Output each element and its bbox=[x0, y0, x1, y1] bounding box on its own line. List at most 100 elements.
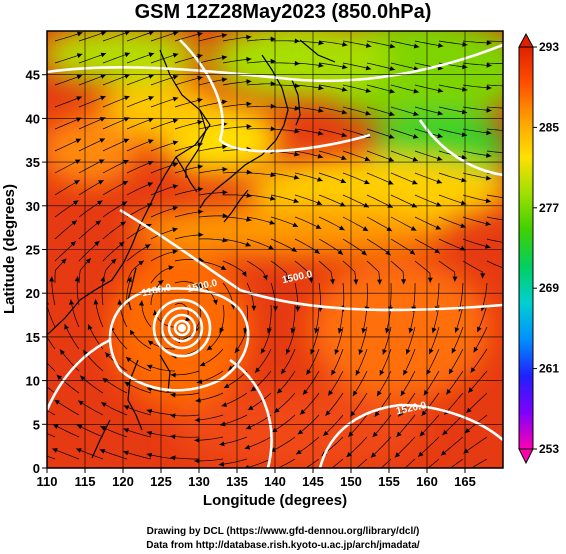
cyclone-center bbox=[178, 324, 186, 332]
streamline-arrow bbox=[146, 430, 153, 436]
streamline bbox=[486, 128, 503, 131]
streamline-arrow bbox=[442, 429, 448, 436]
streamline-arrow bbox=[285, 276, 291, 282]
streamline-arrow bbox=[250, 386, 257, 392]
streamline-arrow bbox=[382, 349, 387, 355]
streamline-arrow bbox=[172, 162, 179, 168]
streamline-arrow bbox=[172, 52, 179, 58]
streamline-arrow bbox=[486, 62, 492, 68]
colorbar-bottom-arrow bbox=[518, 448, 534, 465]
y-tick-label: 25 bbox=[26, 243, 40, 258]
height-contours bbox=[47, 39, 503, 468]
streamline-arrow bbox=[212, 299, 218, 305]
streamline-arrow bbox=[294, 83, 300, 89]
credit-drawing: Drawing by DCL (https://www.gfd-dennou.o… bbox=[146, 526, 420, 537]
streamline-arrow bbox=[364, 156, 371, 162]
streamline-arrow bbox=[220, 421, 226, 427]
streamline-arrow bbox=[53, 424, 59, 429]
streamline-arrow bbox=[318, 40, 324, 46]
streamline-arrow bbox=[172, 227, 178, 233]
streamline-arrow bbox=[77, 31, 83, 37]
streamline-arrow bbox=[234, 347, 240, 353]
y-tick-label: 40 bbox=[26, 111, 40, 126]
streamline-arrow bbox=[244, 464, 249, 468]
streamline-arrow bbox=[194, 437, 200, 443]
streamline-arrow bbox=[170, 434, 176, 440]
streamline-arrow bbox=[413, 111, 419, 117]
streamline-arrow bbox=[316, 200, 323, 205]
streamline-arrow bbox=[221, 77, 228, 83]
streamline-arrow bbox=[334, 349, 340, 355]
streamline-arrow bbox=[486, 130, 492, 136]
y-tick-label: 5 bbox=[33, 417, 40, 432]
streamline-arrow bbox=[296, 449, 302, 455]
streamline bbox=[380, 458, 392, 468]
streamline-arrow bbox=[138, 300, 144, 306]
streamline-arrow bbox=[148, 340, 154, 346]
streamline bbox=[427, 458, 440, 468]
streamline-arrow bbox=[124, 95, 130, 101]
streamline-arrow bbox=[346, 452, 352, 458]
streamline-arrow bbox=[385, 327, 390, 334]
streamline-arrow bbox=[292, 222, 299, 227]
streamline-arrow bbox=[426, 369, 431, 375]
streamline-arrow bbox=[146, 387, 153, 392]
streamline-arrow bbox=[315, 224, 322, 229]
streamline-arrow bbox=[172, 74, 179, 80]
streamline-arrow bbox=[268, 244, 274, 250]
streamline-arrow bbox=[363, 202, 369, 208]
streamline-arrow bbox=[451, 347, 457, 354]
streamline-arrow bbox=[361, 250, 367, 256]
streamline-arrow bbox=[286, 348, 291, 355]
x-tick-label: 160 bbox=[416, 474, 438, 489]
streamline-arrow bbox=[413, 88, 419, 94]
streamline-arrow bbox=[370, 473, 375, 478]
streamline-arrow bbox=[117, 299, 123, 305]
streamline-arrow bbox=[341, 109, 348, 115]
streamline-arrow bbox=[148, 52, 155, 58]
streamline-arrow bbox=[246, 124, 252, 129]
streamline-arrow bbox=[98, 180, 104, 185]
x-axis: 110 115 120 125 130 135 140 145 150 155 160 165 bbox=[37, 468, 476, 489]
streamline-arrow bbox=[362, 226, 369, 231]
streamline-arrow bbox=[295, 306, 301, 312]
streamline-arrow bbox=[220, 265, 227, 270]
x-tick-label: 125 bbox=[150, 474, 172, 489]
streamline-arrow bbox=[197, 97, 203, 103]
streamline-arrow bbox=[70, 241, 76, 247]
streamline-arrow bbox=[246, 79, 252, 85]
streamline-arrow bbox=[198, 232, 204, 238]
streamline-arrow bbox=[431, 327, 437, 334]
streamline-arrow bbox=[436, 202, 442, 207]
streamline-arrow bbox=[221, 402, 227, 407]
streamline-arrow bbox=[374, 411, 380, 417]
streamline-arrow bbox=[418, 451, 424, 457]
streamline-arrow bbox=[146, 224, 152, 229]
x-tick-label: 130 bbox=[188, 474, 210, 489]
streamline-arrow bbox=[460, 223, 466, 229]
streamline-arrow bbox=[486, 40, 492, 46]
y-tick-label: 15 bbox=[26, 330, 40, 345]
streamline-arrow bbox=[340, 178, 347, 184]
streamline-arrow bbox=[170, 372, 176, 378]
streamline-arrow bbox=[56, 374, 62, 381]
streamline bbox=[331, 458, 344, 468]
streamline-arrow bbox=[95, 220, 101, 226]
streamline-arrow bbox=[464, 428, 471, 434]
streamline-arrow bbox=[294, 151, 300, 157]
streamline-arrow bbox=[64, 324, 69, 330]
streamline-arrow bbox=[485, 175, 492, 181]
streamline bbox=[486, 238, 503, 243]
streamline-arrow bbox=[123, 405, 130, 410]
streamline-arrow bbox=[105, 352, 111, 358]
streamline-arrow bbox=[99, 138, 105, 143]
streamline bbox=[486, 260, 503, 269]
streamline-arrow bbox=[170, 413, 176, 419]
streamline-arrow bbox=[73, 200, 79, 206]
streamline-arrow bbox=[389, 66, 395, 71]
streamline-arrow bbox=[294, 128, 300, 134]
streamline-arrow bbox=[427, 277, 433, 283]
x-tick-label: 140 bbox=[264, 474, 286, 489]
y-tick-label: 20 bbox=[26, 286, 40, 301]
streamline-arrow bbox=[461, 154, 467, 160]
